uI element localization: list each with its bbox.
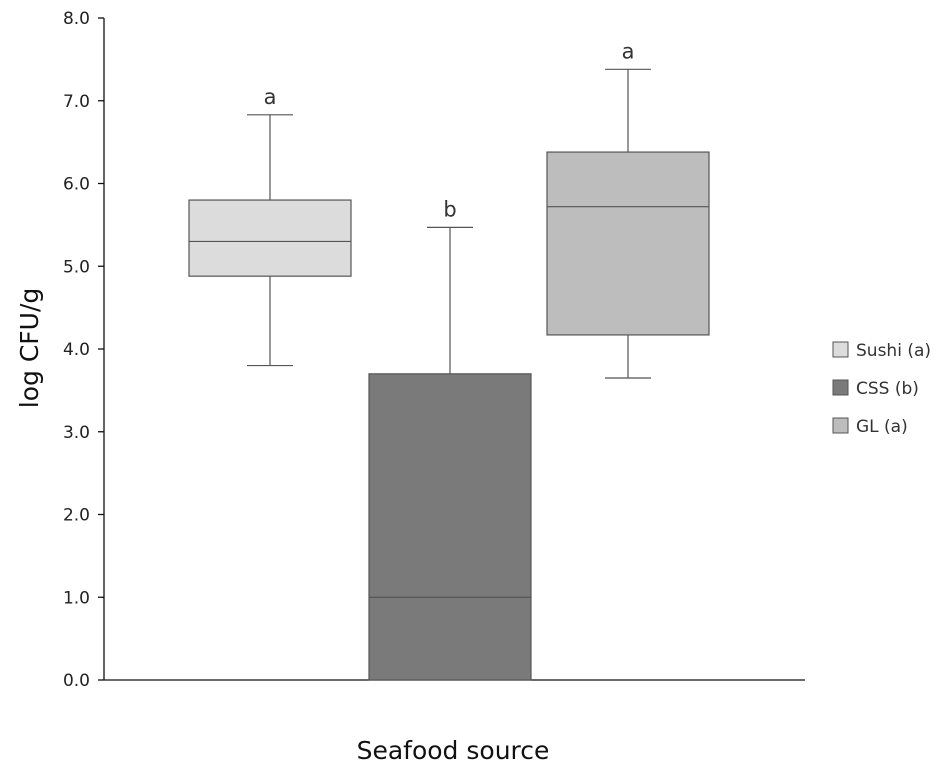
y-tick-label: 2.0	[63, 506, 90, 526]
y-tick-label: 8.0	[63, 9, 90, 29]
legend-item-2: CSS (b)	[832, 379, 919, 399]
legend-label: Sushi (a)	[856, 341, 931, 361]
box-iqr	[188, 199, 352, 277]
y-axis: 0.0 1.0 2.0 3.0 4.0 5.0 6.0 7.0 8.0	[63, 9, 105, 691]
legend-item-1: Sushi (a)	[832, 341, 931, 361]
significance-label: a	[264, 85, 277, 109]
y-axis-title: log CFU/g	[15, 288, 44, 408]
legend-label: GL (a)	[856, 417, 908, 437]
y-tick-label: 5.0	[63, 257, 90, 277]
legend-label: CSS (b)	[856, 379, 919, 399]
box-iqr	[368, 373, 532, 681]
legend-swatch	[832, 379, 849, 396]
significance-label: a	[622, 39, 635, 63]
box-2: b	[368, 197, 532, 681]
box-iqr	[546, 151, 710, 336]
box-3: a	[546, 39, 710, 379]
legend: Sushi (a) CSS (b) GL (a)	[832, 341, 931, 437]
box-1: a	[188, 85, 352, 367]
y-tick-label: 7.0	[63, 92, 90, 112]
y-tick-label: 1.0	[63, 588, 90, 608]
y-tick-label: 0.0	[63, 671, 90, 691]
legend-item-3: GL (a)	[832, 417, 908, 437]
legend-swatch	[832, 341, 849, 358]
y-tick-label: 6.0	[63, 175, 90, 195]
x-axis-title: Seafood source	[357, 736, 550, 765]
y-tick-label: 3.0	[63, 423, 90, 443]
legend-swatch	[832, 417, 849, 434]
y-tick-label: 4.0	[63, 340, 90, 360]
significance-label: b	[443, 197, 456, 221]
box-series: a b a	[188, 39, 710, 681]
